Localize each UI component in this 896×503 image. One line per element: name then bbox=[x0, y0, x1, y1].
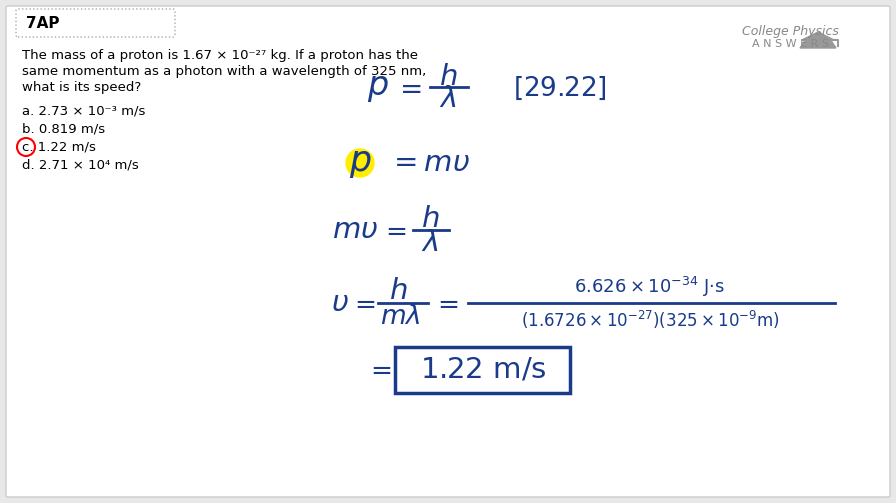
Circle shape bbox=[346, 149, 374, 177]
Text: what is its speed?: what is its speed? bbox=[22, 80, 142, 94]
Text: $h$: $h$ bbox=[421, 205, 439, 233]
Text: $\lambda$: $\lambda$ bbox=[439, 85, 457, 113]
Text: $=$: $=$ bbox=[394, 74, 422, 102]
Text: A N S W E R S: A N S W E R S bbox=[752, 39, 829, 49]
Text: $=$: $=$ bbox=[349, 291, 375, 315]
Text: $=$: $=$ bbox=[380, 217, 406, 242]
Polygon shape bbox=[800, 42, 836, 48]
Text: $(1.6726\times10^{-27})(325\times10^{-9}\mathrm{m})$: $(1.6726\times10^{-27})(325\times10^{-9}… bbox=[521, 309, 780, 331]
Text: b. 0.819 m/s: b. 0.819 m/s bbox=[22, 123, 105, 135]
Text: $6.626 \times 10^{-34}\ \mathrm{J{\cdot}s}$: $6.626 \times 10^{-34}\ \mathrm{J{\cdot}… bbox=[574, 275, 726, 299]
Text: a. 2.73 × 10⁻³ m/s: a. 2.73 × 10⁻³ m/s bbox=[22, 105, 145, 118]
Text: $h$: $h$ bbox=[389, 277, 408, 305]
Text: $[29.22]$: $[29.22]$ bbox=[513, 74, 607, 102]
FancyBboxPatch shape bbox=[6, 6, 890, 497]
Text: $=$: $=$ bbox=[365, 358, 392, 382]
Text: same momentum as a photon with a wavelength of 325 nm,: same momentum as a photon with a wavelen… bbox=[22, 64, 426, 77]
Text: $p$: $p$ bbox=[367, 72, 389, 104]
Text: $\lambda$: $\lambda$ bbox=[421, 229, 439, 257]
Text: d. 2.71 × 10⁴ m/s: d. 2.71 × 10⁴ m/s bbox=[22, 158, 139, 172]
Text: $m\upsilon$: $m\upsilon$ bbox=[332, 216, 378, 244]
Text: 7AP: 7AP bbox=[26, 16, 59, 31]
Text: $\upsilon$: $\upsilon$ bbox=[332, 289, 349, 317]
Text: $=$: $=$ bbox=[432, 291, 458, 315]
Text: The mass of a proton is 1.67 × 10⁻²⁷ kg. If a proton has the: The mass of a proton is 1.67 × 10⁻²⁷ kg.… bbox=[22, 48, 418, 61]
Text: $p$: $p$ bbox=[349, 146, 371, 180]
Text: $m\lambda$: $m\lambda$ bbox=[380, 304, 420, 329]
Text: $h$: $h$ bbox=[439, 63, 457, 91]
Text: $1.22\ \mathrm{m/s}$: $1.22\ \mathrm{m/s}$ bbox=[419, 356, 547, 384]
Text: $= m\upsilon$: $= m\upsilon$ bbox=[388, 149, 470, 177]
Text: College Physics: College Physics bbox=[742, 25, 839, 38]
Text: c. 1.22 m/s: c. 1.22 m/s bbox=[22, 140, 96, 153]
Polygon shape bbox=[802, 32, 834, 46]
